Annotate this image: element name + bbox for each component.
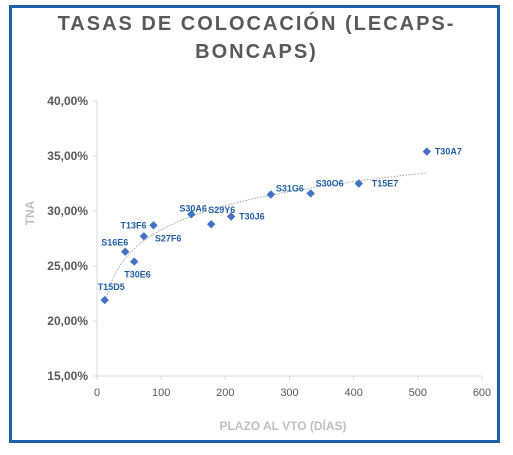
x-tick-label: 200 xyxy=(216,387,234,399)
grid xyxy=(93,100,483,380)
data-point-s27f6 xyxy=(139,232,149,241)
point-label-t30j6: T30J6 xyxy=(239,212,265,222)
point-label-s30a6: S30A6 xyxy=(179,203,207,213)
y-tick-label: 40,00% xyxy=(47,94,88,108)
trendline xyxy=(104,172,427,304)
data-point-s31g6 xyxy=(266,190,276,199)
chart-title-line-2: BONCAPS) xyxy=(195,41,318,63)
data-points xyxy=(100,147,432,305)
axes: 15,00% 20,00% 25,00% 30,00% 35,00% 40,00% 0 100… xyxy=(47,94,491,399)
chart-frame xyxy=(9,5,500,443)
data-point-t30a7 xyxy=(422,147,432,156)
y-tick-label: 30,00% xyxy=(47,204,88,218)
data-point-t30j6 xyxy=(226,212,236,221)
x-tick-label: 0 xyxy=(94,387,100,399)
data-point-t15e7 xyxy=(354,179,363,188)
point-label-s27f6: S27F6 xyxy=(155,233,182,243)
point-label-t15e7: T15E7 xyxy=(372,179,399,189)
data-point-t15d5 xyxy=(100,295,109,305)
chart-title-line-1: TASAS DE COLOCACIÓN (LECAPS- xyxy=(57,13,456,35)
trendline-path xyxy=(104,172,427,304)
x-tick-label: 600 xyxy=(473,387,491,399)
data-point-t30e6 xyxy=(130,257,139,266)
point-label-t30e6: T30E6 xyxy=(124,270,151,280)
y-tick-label: 25,00% xyxy=(47,259,88,273)
data-point-s16e6 xyxy=(121,247,130,256)
x-tick-label: 400 xyxy=(344,387,362,399)
point-label-t30a7: T30A7 xyxy=(435,147,462,157)
y-tick-label: 15,00% xyxy=(47,369,88,383)
point-label-s16e6: S16E6 xyxy=(101,238,128,248)
point-label-s29y6: S29Y6 xyxy=(208,205,235,215)
data-point-t13f6 xyxy=(149,221,158,230)
x-tick-label: 100 xyxy=(152,387,170,399)
point-label-t13f6: T13F6 xyxy=(120,220,146,230)
data-point-s30a6 xyxy=(187,210,196,219)
x-tick-label: 300 xyxy=(280,387,298,399)
point-label-s30o6: S30O6 xyxy=(316,178,344,188)
chart-title: TASAS DE COLOCACIÓN (LECAPS- BONCAPS) xyxy=(0,10,513,66)
y-tick-label: 35,00% xyxy=(47,149,88,163)
point-label-t15d5: T15D5 xyxy=(98,282,125,292)
y-axis-title: TNA xyxy=(23,200,37,225)
x-axis-title: PLAZO AL VTO (DÍAS) xyxy=(219,418,346,433)
point-label-s31g6: S31G6 xyxy=(276,184,304,194)
data-point-s29y6 xyxy=(207,220,216,229)
x-tick-label: 500 xyxy=(409,387,427,399)
data-point-s30o6 xyxy=(306,189,315,198)
point-labels: T15D5 S16E6 T30E6 S27F6 T13F6 S30A6 S29Y6 T30J6… xyxy=(98,147,462,293)
y-tick-label: 20,00% xyxy=(47,314,88,328)
